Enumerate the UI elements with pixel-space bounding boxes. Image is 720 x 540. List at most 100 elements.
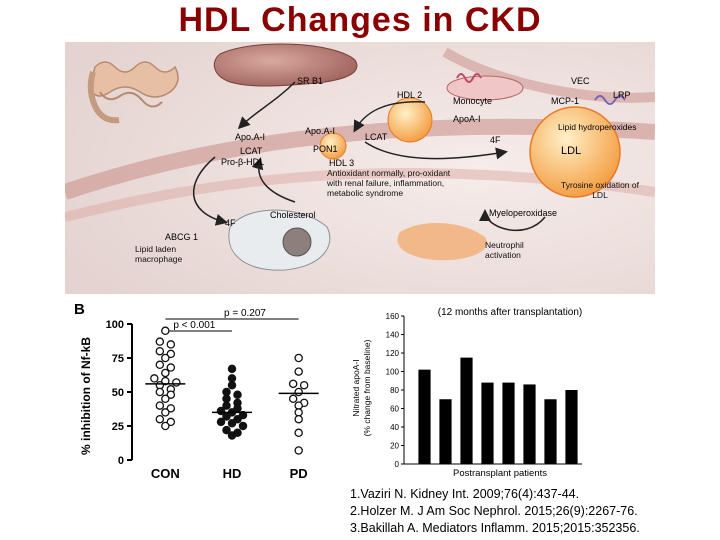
ldl-particle <box>529 106 621 198</box>
panel-b-data-point <box>166 390 176 399</box>
label-ldl: LDL <box>561 145 581 157</box>
label-lcat-mid: LCAT <box>365 132 388 142</box>
panel-b-data-point <box>161 394 170 404</box>
panel-b-data-point <box>288 379 298 389</box>
panel-b-ylabel: % inhibition of Nf-kB <box>79 337 93 455</box>
panel-c-ylabel-2: (% change from baseline) <box>362 339 372 436</box>
label-neutrophil-wrap: Neutrophil activation <box>485 240 524 260</box>
panel-c-bar <box>481 382 494 464</box>
pathway-arrow <box>479 209 546 232</box>
panel-b-data-point <box>155 401 165 410</box>
panel-b-data-point <box>227 419 237 428</box>
panel-b-scatter-chart: B % inhibition of Nf-kB 0 25 50 75 100 CON HD P… <box>70 298 340 483</box>
panel-b-category-label: CON <box>151 466 180 481</box>
panel-b-data-point <box>166 417 176 427</box>
label-pon1: PON1 <box>313 144 338 154</box>
panel-c-y-tick-label: 160 <box>386 312 400 321</box>
hdl-pathway-diagram: SR B1 VEC LRP HDL 2 Monocyte MCP-1 Apo.A… <box>62 42 656 294</box>
panel-b-data-point <box>172 378 181 387</box>
panel-b-p-value-2: p < 0.001 <box>173 320 215 331</box>
panel-b-data-point <box>155 337 165 346</box>
panel-c-y-tick-label: 40 <box>390 423 399 432</box>
panel-b-data-point <box>166 363 176 372</box>
hdl2-particle <box>387 97 433 143</box>
panel-b-data-point <box>166 349 176 359</box>
pathway-arrow <box>364 141 508 160</box>
panel-c-y-tick-label: 80 <box>390 386 399 395</box>
macrophage-cell <box>228 209 331 271</box>
panel-b-data-point <box>216 417 226 427</box>
label-mcp1: MCP-1 <box>551 96 579 106</box>
panel-b-data-point <box>155 414 165 424</box>
panel-b-data-point <box>294 414 303 424</box>
panel-b-data-point <box>294 446 303 455</box>
label-hdl2: HDL 2 <box>397 90 422 100</box>
panel-b-data-point <box>227 374 237 383</box>
panel-c-y-tick-label: 120 <box>386 349 400 358</box>
panel-b-category-label: PD <box>290 466 308 481</box>
slide-title: HDL Changes in CKD <box>178 1 542 39</box>
panel-b-y-tick-label: 50 <box>112 387 124 399</box>
label-vec: VEC <box>571 76 590 86</box>
panel-b-data-point <box>166 340 176 349</box>
panel-b-data-point <box>294 353 303 363</box>
panel-b-data-point <box>222 387 231 397</box>
label-antioxidant: Antioxidant normally, pro-oxidant with r… <box>327 168 451 198</box>
panel-c-y-tick-label: 60 <box>390 405 399 414</box>
panel-c-bar <box>439 399 452 464</box>
panel-b-data-point <box>155 387 165 397</box>
label-4f-bottom: 4F <box>225 218 236 228</box>
intestine-illustration <box>87 61 179 124</box>
panel-b-data-point <box>155 360 165 370</box>
panel-c-bar <box>502 382 515 464</box>
panel-b-data-point <box>238 421 248 431</box>
panel-b-data-point <box>294 367 303 376</box>
panel-b-data-point <box>294 387 303 397</box>
panel-c-y-tick-label: 140 <box>386 331 400 340</box>
panel-b-data-point <box>222 425 231 435</box>
macrophage-nucleus <box>282 227 312 257</box>
label-macrophage-wrap: Lipid laden macrophage <box>135 244 183 264</box>
mcp-receptor <box>456 73 482 83</box>
panel-b-data-point <box>294 408 303 417</box>
panel-b-category-label: HD <box>223 466 242 481</box>
panel-b-data-point <box>294 401 303 410</box>
panel-b-y-tick-label: 100 <box>106 319 124 331</box>
panel-c-y-tick-label: 100 <box>386 368 400 377</box>
panel-c-bar <box>418 369 431 464</box>
panel-b-data-point <box>161 326 170 336</box>
panel-b-data-point <box>150 374 159 383</box>
hdl3-particle <box>319 132 347 160</box>
label-apoai-mid: Apo.A-I <box>305 126 335 136</box>
lrp-receptor <box>594 95 626 105</box>
monocyte-cell <box>446 75 524 101</box>
diagram-svg: SR B1 VEC LRP HDL 2 Monocyte MCP-1 Apo.A… <box>62 42 656 294</box>
pathway-arrow <box>237 81 296 130</box>
panel-b-letter: B <box>74 301 85 318</box>
panel-c-bar <box>565 390 578 464</box>
panel-b-data-point <box>294 428 303 438</box>
label-lcat-left: LCAT <box>240 146 263 156</box>
panel-b-y-tick-label: 75 <box>112 353 124 365</box>
panel-b-data-point <box>288 394 298 404</box>
panel-b-data-point <box>161 353 170 363</box>
liver-illustration <box>213 43 358 87</box>
panel-b-data-point <box>161 408 170 417</box>
panel-b-data-point <box>161 376 170 386</box>
references: 1.Vaziri N. Kidney Int. 2009;76(4):437-4… <box>350 486 720 537</box>
label-lipid-hydroperoxides: Lipid hydroperoxides <box>558 122 636 132</box>
label-apoai-left: Apo.A-I <box>235 132 265 142</box>
panel-b-svg: B % inhibition of Nf-kB 0 25 50 75 100 CON HD P… <box>74 301 319 481</box>
panel-b-data-point <box>161 421 170 431</box>
label-abcg1: ABCG 1 <box>165 232 198 242</box>
panel-c-bar <box>460 357 473 464</box>
panel-c-bar <box>523 384 536 464</box>
pathway-arrow <box>251 157 296 203</box>
panel-b-data-point <box>233 390 242 399</box>
panel-b-p-value-1: p = 0.207 <box>224 308 266 319</box>
label-lrp: LRP <box>613 90 631 100</box>
panel-c-bar <box>544 399 557 464</box>
panel-b-data-point <box>222 394 231 404</box>
label-macrophage: Lipid laden macrophage <box>135 244 183 264</box>
panel-b-data-point <box>155 346 165 356</box>
